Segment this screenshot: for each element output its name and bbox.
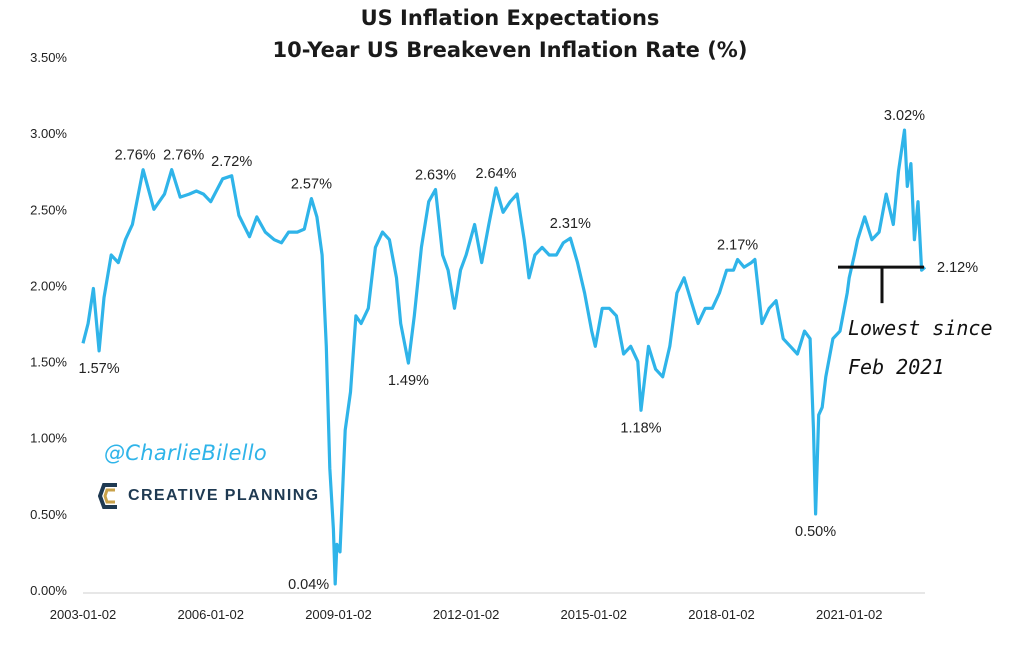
- x-tick-label: 2003-01-02: [50, 607, 117, 622]
- data-label: 2.72%: [211, 154, 252, 170]
- y-tick-label: 2.50%: [30, 202, 67, 217]
- y-tick-label: 0.50%: [30, 507, 67, 522]
- chart-subtitle: 10-Year US Breakeven Inflation Rate (%): [272, 38, 748, 62]
- data-label: 2.76%: [163, 148, 204, 164]
- y-tick-label: 2.00%: [30, 278, 67, 293]
- annotation-line-2: Feb 2021: [848, 355, 945, 379]
- x-tick-label: 2012-01-02: [433, 607, 500, 622]
- data-label: 0.04%: [288, 577, 329, 593]
- y-tick-label: 3.00%: [30, 126, 67, 141]
- x-tick-label: 2009-01-02: [305, 607, 372, 622]
- data-label: 2.57%: [291, 177, 332, 193]
- data-label: 2.76%: [115, 148, 156, 164]
- data-label: 1.57%: [79, 361, 120, 377]
- data-label: 1.18%: [620, 420, 661, 436]
- y-tick-label: 1.00%: [30, 431, 67, 446]
- data-label: 0.50%: [795, 524, 836, 540]
- data-label: 2.31%: [550, 216, 591, 232]
- x-tick-label: 2015-01-02: [561, 607, 628, 622]
- data-label: 2.64%: [475, 166, 516, 182]
- data-label: 3.02%: [884, 108, 925, 124]
- data-label: 1.49%: [388, 373, 429, 389]
- y-tick-label: 3.50%: [30, 50, 67, 65]
- annotation-line-1: Lowest since: [848, 316, 993, 340]
- y-tick-label: 0.00%: [30, 583, 67, 598]
- y-tick-label: 1.50%: [30, 355, 67, 370]
- data-label: 2.63%: [415, 167, 456, 183]
- brand-name: CREATIVE PLANNING: [128, 487, 320, 504]
- x-tick-label: 2006-01-02: [177, 607, 244, 622]
- series-line: [81, 128, 927, 586]
- x-tick-label: 2021-01-02: [816, 607, 883, 622]
- twitter-handle: @CharlieBilello: [104, 441, 268, 465]
- data-label: 2.17%: [717, 238, 758, 254]
- x-tick-label: 2018-01-02: [688, 607, 755, 622]
- data-label: 2.12%: [937, 260, 978, 276]
- brand-mark-icon: [98, 483, 117, 509]
- brand-logo: CREATIVE PLANNING: [98, 481, 320, 511]
- chart-title: US Inflation Expectations: [360, 6, 660, 30]
